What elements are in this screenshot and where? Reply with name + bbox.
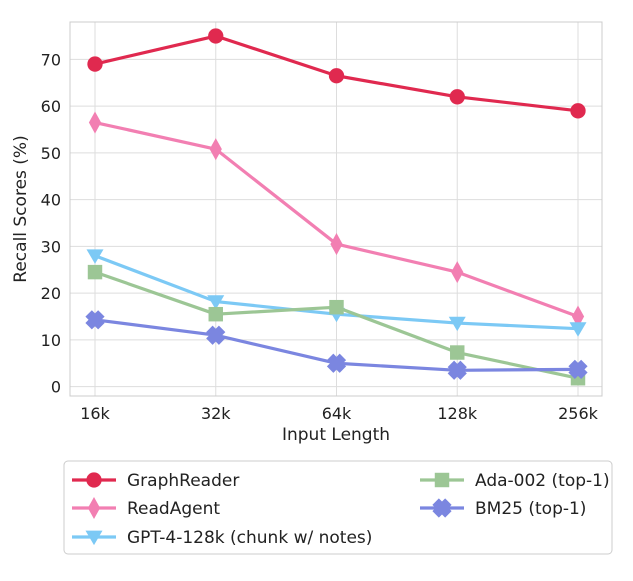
data-point	[570, 103, 586, 119]
x-tick-label: 32k	[201, 404, 231, 423]
y-tick-label: 50	[41, 144, 61, 163]
legend-marker	[434, 472, 450, 488]
legend-label: BM25 (top-1)	[475, 499, 586, 519]
y-tick-label: 20	[41, 284, 61, 303]
data-point	[326, 353, 347, 373]
legend-marker	[432, 498, 452, 518]
legend-label: Ada-002 (top-1)	[475, 471, 610, 491]
x-tick-label: 256k	[558, 404, 599, 423]
legend-entry: ReadAgent	[72, 496, 220, 520]
data-point	[451, 261, 464, 284]
legend-box	[63, 460, 613, 555]
data-point	[209, 138, 222, 161]
legend-label: GPT-4-128k (chunk w/ notes)	[127, 528, 372, 548]
data-point	[450, 345, 465, 360]
data-point	[447, 360, 467, 380]
y-tick-label: 40	[41, 191, 61, 210]
legend-label: GraphReader	[127, 471, 239, 491]
data-point	[87, 264, 103, 280]
y-axis-title: Recall Scores (%)	[11, 135, 31, 282]
data-point	[568, 359, 588, 379]
legend-marker	[85, 530, 103, 546]
legend: GraphReader ReadAgent GPT-4-128k (chunk w/…	[63, 460, 613, 555]
data-point	[569, 322, 587, 337]
plot-frame	[69, 21, 603, 397]
series-layer	[85, 28, 588, 386]
data-point	[86, 249, 104, 264]
data-point	[88, 111, 102, 134]
x-tick-label: 16k	[80, 404, 110, 423]
data-point	[330, 233, 343, 256]
data-point	[448, 316, 466, 332]
data-point	[328, 68, 345, 84]
data-point	[207, 295, 225, 310]
axes: Input Length Recall Scores (%) 0 10 20 30 40…	[11, 50, 599, 445]
data-point	[329, 299, 344, 315]
data-point	[206, 325, 226, 345]
legend-label: ReadAgent	[127, 499, 220, 519]
legend-entry: GPT-4-128k (chunk w/ notes)	[72, 528, 372, 548]
y-tick-label: 60	[41, 97, 61, 116]
legend-entry: GraphReader	[72, 471, 239, 491]
x-tick-label: 128k	[437, 404, 478, 423]
y-tick-label: 30	[41, 237, 61, 256]
legend-entry: BM25 (top-1)	[420, 498, 586, 519]
data-point	[87, 56, 103, 72]
series-2	[88, 111, 585, 328]
x-tick-label: 64k	[322, 404, 352, 423]
series-5	[85, 310, 588, 380]
legend-marker	[87, 496, 101, 520]
data-point	[208, 306, 223, 322]
legend-marker	[86, 472, 102, 488]
x-axis-title: Input Length	[282, 425, 390, 445]
data-point	[208, 28, 224, 44]
series-1	[87, 28, 586, 119]
y-tick-label: 70	[41, 50, 61, 69]
legend-entry: Ada-002 (top-1)	[420, 471, 610, 491]
data-point	[449, 89, 465, 105]
y-tick-label: 10	[41, 331, 61, 350]
y-tick-label: 0	[51, 378, 61, 397]
data-point	[571, 305, 585, 328]
data-point	[85, 310, 105, 330]
